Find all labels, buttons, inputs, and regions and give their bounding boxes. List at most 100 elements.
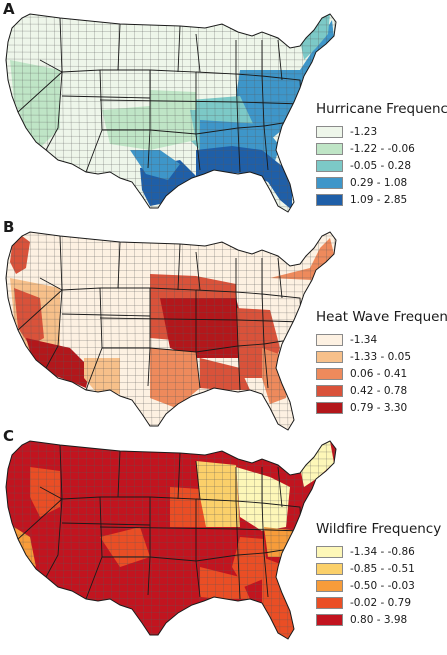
- county-line: [6, 100, 336, 103]
- state-border: [177, 25, 181, 73]
- legend-title: Heat Wave Frequency: [316, 309, 447, 325]
- legend-item: -1.23: [316, 123, 447, 140]
- state-border: [100, 287, 151, 349]
- us-county-map: [5, 13, 337, 213]
- county-line: [149, 14, 153, 212]
- map-region: [196, 146, 292, 210]
- county-line: [165, 14, 169, 212]
- state-border: [195, 351, 201, 389]
- us-county-map: [5, 440, 337, 640]
- county-line: [133, 14, 137, 212]
- state-border: [237, 127, 241, 173]
- county-line: [6, 478, 336, 481]
- map-region: [236, 20, 334, 140]
- legend-item: 0.79 - 3.30: [316, 399, 447, 416]
- county-line: [173, 441, 177, 639]
- legend-item: -1.22 - -0.06: [316, 140, 447, 157]
- legend-swatch: [316, 367, 343, 380]
- county-line: [173, 232, 177, 430]
- map-region: [150, 348, 200, 408]
- county-line: [6, 441, 9, 639]
- county-line: [301, 232, 305, 430]
- legend-label: -1.23: [350, 125, 378, 138]
- state-border: [100, 496, 151, 558]
- legend-item: -0.85 - -0.51: [316, 560, 441, 577]
- legend-label: -1.33 - 0.05: [350, 350, 412, 363]
- map-region: [200, 358, 250, 390]
- state-border: [235, 500, 265, 556]
- county-line: [6, 297, 336, 300]
- county-line: [293, 441, 297, 639]
- map-regions: [6, 441, 336, 639]
- county-line: [173, 14, 177, 212]
- legend-label: 0.80 - 3.98: [350, 613, 408, 626]
- legend-label: -1.22 - -0.06: [350, 142, 415, 155]
- county-line: [6, 325, 336, 328]
- county-line: [165, 232, 169, 430]
- map-region: [170, 487, 206, 527]
- map-region: [300, 14, 330, 60]
- legend-label: 1.09 - 2.85: [350, 193, 408, 206]
- state-border: [147, 129, 151, 169]
- legend-label: 0.29 - 1.08: [350, 176, 408, 189]
- state-border: [195, 289, 239, 353]
- state-border: [177, 243, 181, 291]
- legend-swatch: [316, 333, 343, 346]
- legend-swatch: [316, 159, 343, 172]
- state-border: [195, 251, 201, 291]
- state-border: [195, 33, 201, 73]
- map-region: [26, 338, 90, 388]
- county-line: [301, 14, 305, 212]
- county-line: [6, 86, 336, 89]
- legend-label: -1.34 - -0.86: [350, 545, 415, 558]
- county-line: [133, 232, 137, 430]
- county-line: [6, 304, 336, 307]
- legend-title: Hurricane Frequency: [316, 101, 447, 117]
- map-region: [160, 298, 244, 358]
- legend-item: 0.29 - 1.08: [316, 174, 447, 191]
- state-border: [263, 343, 269, 389]
- county-line: [149, 232, 153, 430]
- state-border: [263, 552, 269, 598]
- legend-item: 1.09 - 2.85: [316, 191, 447, 208]
- map-region: [14, 288, 44, 346]
- legend-item: -1.34: [316, 331, 447, 348]
- map-region: [150, 90, 196, 110]
- legend-swatch: [316, 384, 343, 397]
- map-region: [102, 106, 196, 150]
- legend-item: -0.05 - 0.28: [316, 157, 447, 174]
- legend-title: Wildfire Frequency: [316, 521, 442, 537]
- panel-hurricane: A Hurricane Frequency -1.23 -1.22 - -0.0…: [0, 0, 447, 218]
- legend: Wildfire Frequency -1.34 - -0.86 -0.85 -…: [316, 521, 441, 628]
- state-borders: [17, 235, 321, 391]
- legend-swatch: [316, 613, 343, 626]
- county-line: [6, 318, 336, 321]
- panel-letter: A: [3, 0, 15, 18]
- legend-label: -0.02 - 0.79: [350, 596, 412, 609]
- legend-item: 0.06 - 0.41: [316, 365, 447, 382]
- state-border: [99, 99, 303, 105]
- legend-label: -0.85 - -0.51: [350, 562, 415, 575]
- county-line: [6, 65, 336, 68]
- county-line: [149, 441, 153, 639]
- state-border: [61, 522, 151, 526]
- legend-item: 0.42 - 0.78: [316, 382, 447, 399]
- county-line: [293, 14, 297, 212]
- legend-label: -1.34: [350, 333, 378, 346]
- county-line: [6, 44, 336, 47]
- legend-swatch: [316, 350, 343, 363]
- map-region: [196, 461, 240, 527]
- map-regions: [6, 232, 336, 430]
- panel-heat-wave: B Heat Wave Frequency -1.34 -1.33 - 0.05…: [0, 218, 447, 436]
- county-line: [141, 441, 145, 639]
- map-region: [10, 236, 30, 274]
- county-line: [269, 232, 273, 430]
- state-border: [147, 347, 151, 387]
- country-outline: [5, 13, 337, 213]
- county-line: [6, 232, 9, 430]
- county-line: [269, 441, 273, 639]
- county-line: [6, 534, 336, 537]
- legend-item: -1.33 - 0.05: [316, 348, 447, 365]
- county-line: [6, 51, 336, 54]
- legend-swatch: [316, 562, 343, 575]
